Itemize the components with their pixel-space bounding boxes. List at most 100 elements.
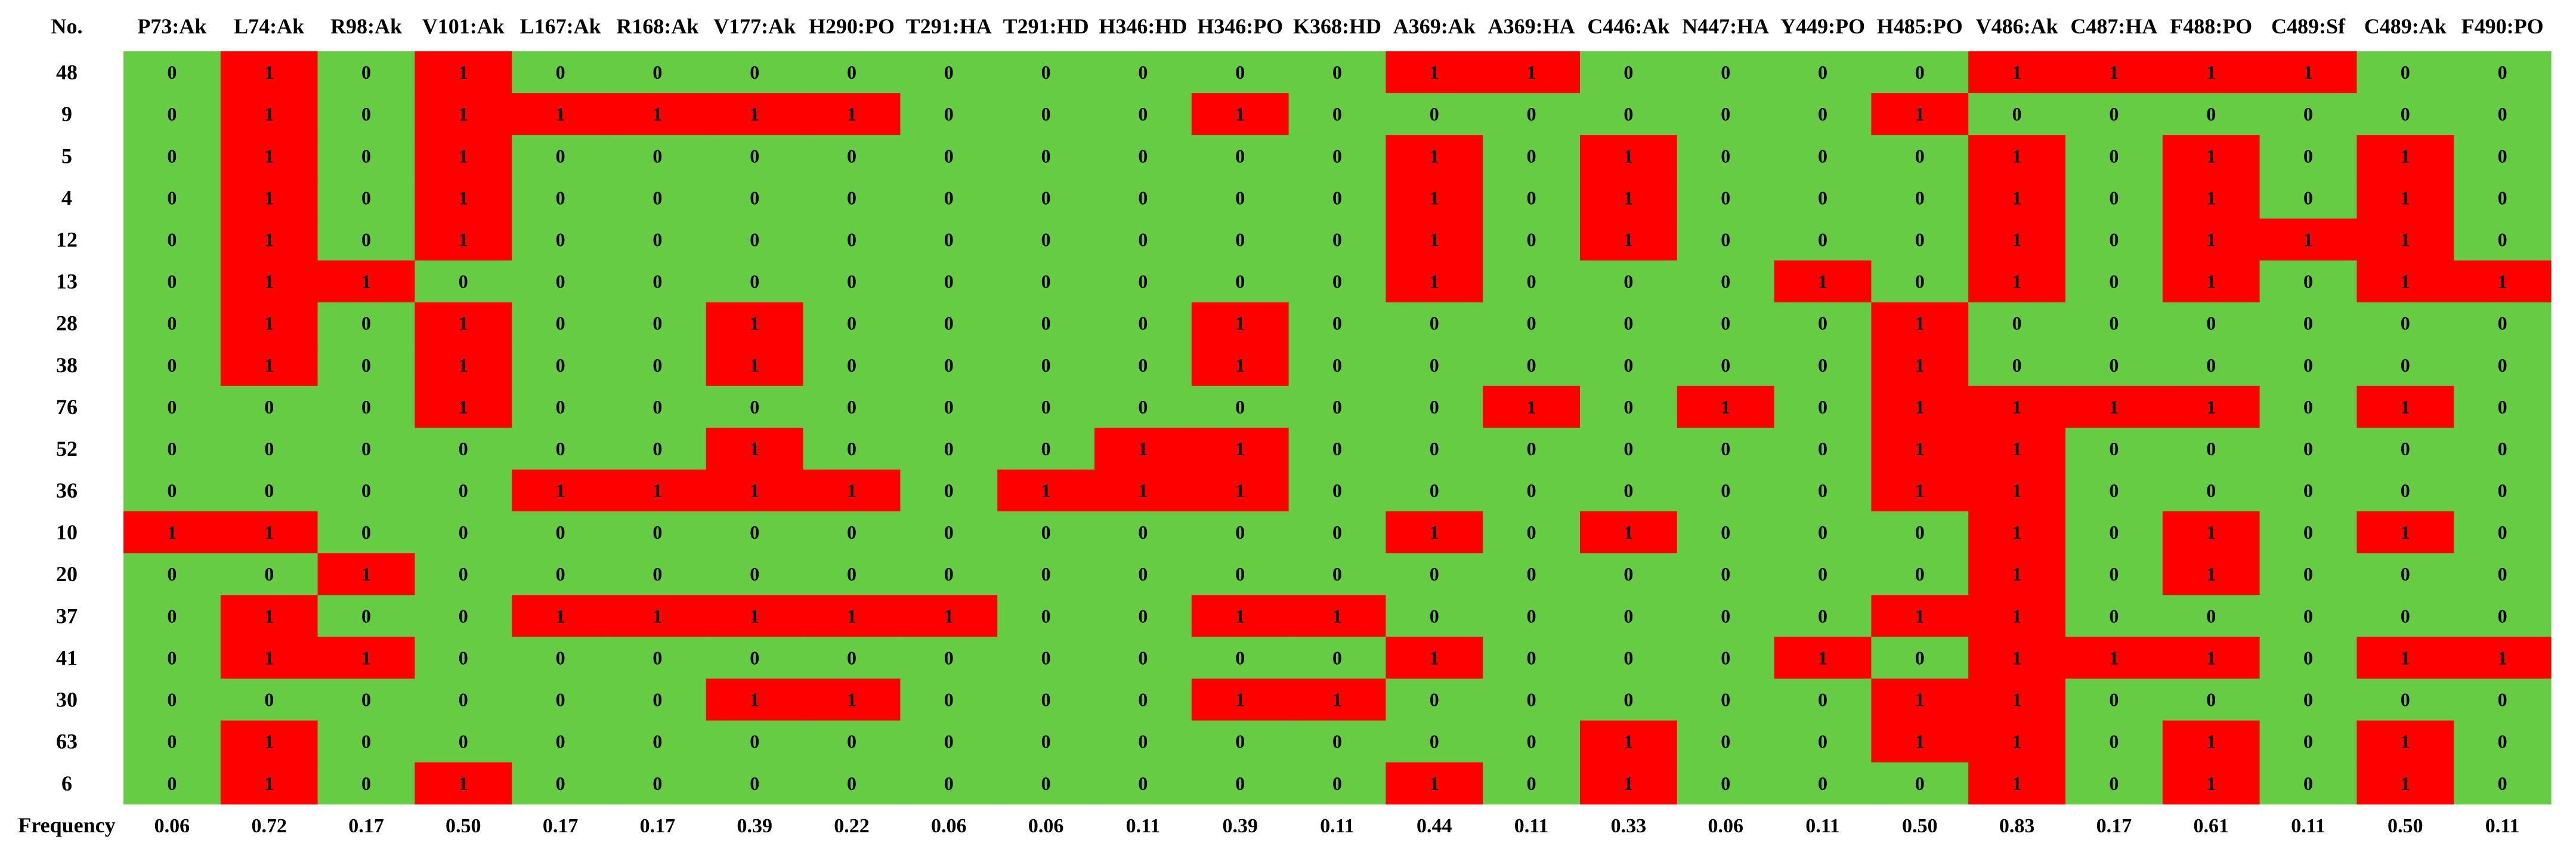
heatmap-cell [1288, 427, 1386, 470]
cell-value: 1 [1915, 103, 1925, 125]
cell-value: 0 [1818, 103, 1827, 125]
cell-value: 0 [2109, 773, 2119, 794]
frequency-value: 0.11 [1805, 815, 1840, 837]
heatmap-cell [2162, 51, 2260, 94]
cell-value: 0 [167, 313, 177, 334]
cell-value: 0 [167, 229, 177, 250]
cell-value: 0 [1041, 145, 1051, 166]
heatmap-cell [2162, 302, 2260, 345]
heatmap-cell [123, 385, 221, 428]
heatmap-cell [1677, 260, 1775, 303]
cell-value: 1 [2012, 521, 2022, 543]
heatmap-cell [1580, 344, 1678, 387]
heatmap-cell [1580, 385, 1678, 428]
heatmap-cell [512, 260, 610, 303]
cell-value: 0 [1332, 61, 1342, 83]
heatmap-cell [2454, 302, 2552, 345]
column-header: V177:Ak [713, 14, 796, 38]
cell-value: 0 [361, 438, 371, 459]
column-header: Y449:PO [1780, 14, 1865, 38]
cell-value: 1 [459, 313, 468, 334]
heatmap-cell [2162, 93, 2260, 135]
cell-value: 1 [2109, 396, 2119, 418]
cell-value: 1 [2206, 563, 2216, 585]
cell-value: 0 [2109, 731, 2119, 752]
cell-value: 0 [847, 438, 856, 459]
heatmap-cell [1386, 720, 1483, 763]
cell-value: 1 [2206, 229, 2216, 250]
heatmap-cell [1288, 51, 1386, 94]
cell-value: 0 [1235, 271, 1245, 292]
cell-value: 0 [1430, 103, 1439, 125]
cell-value: 0 [1818, 145, 1827, 166]
heatmap-cell [1871, 344, 1969, 387]
cell-value: 1 [1623, 187, 1633, 208]
cell-value: 0 [1332, 773, 1342, 794]
heatmap-cell [2357, 218, 2454, 261]
frequency-value: 0.17 [640, 815, 676, 837]
heatmap-cell [2454, 93, 2552, 135]
cell-value: 0 [556, 354, 565, 376]
cell-value: 0 [944, 61, 954, 83]
heatmap-cell [1871, 51, 1969, 94]
heatmap-cell [706, 720, 804, 763]
cell-value: 0 [1138, 229, 1148, 250]
heatmap-cell [415, 260, 512, 303]
heatmap-cell [1677, 553, 1775, 595]
heatmap-cell [1677, 344, 1775, 387]
heatmap-cell [2065, 260, 2163, 303]
heatmap-cell [1968, 260, 2066, 303]
heatmap-cell [1483, 93, 1581, 135]
heatmap-cell [2065, 93, 2163, 135]
heatmap-cell [1677, 678, 1775, 721]
heatmap-cell [2162, 385, 2260, 428]
heatmap-cell [512, 427, 610, 470]
heatmap-cell [1580, 135, 1678, 177]
heatmap-cell [1288, 678, 1386, 721]
heatmap-cell [317, 720, 415, 763]
heatmap-cell [2259, 511, 2357, 554]
cell-value: 0 [2206, 605, 2216, 626]
heatmap-cell [2162, 678, 2260, 721]
heatmap-cell [2357, 177, 2454, 219]
cell-value: 0 [944, 271, 954, 292]
cell-value: 1 [264, 61, 274, 83]
heatmap-cell [317, 218, 415, 261]
cell-value: 1 [1430, 61, 1439, 83]
cell-value: 1 [652, 605, 662, 626]
cell-value: 0 [750, 145, 759, 166]
heatmap-cell [609, 553, 707, 595]
cell-value: 1 [459, 187, 468, 208]
cell-value: 0 [652, 187, 662, 208]
cell-value: 0 [1721, 521, 1730, 543]
heatmap-cell [123, 260, 221, 303]
cell-value: 0 [1430, 480, 1439, 501]
cell-value: 1 [1235, 689, 1245, 711]
frequency-value: 0.44 [1417, 815, 1452, 837]
heatmap-cell [2162, 637, 2260, 680]
cell-value: 1 [2401, 145, 2410, 166]
frequency-label: Frequency [18, 813, 115, 837]
cell-value: 0 [2206, 438, 2216, 459]
heatmap-cell [900, 260, 998, 303]
heatmap-cell [2065, 427, 2163, 470]
heatmap-cell [2454, 427, 2552, 470]
heatmap-cell [2357, 93, 2454, 135]
heatmap-cell [2454, 637, 2552, 680]
cell-value: 1 [1527, 61, 1536, 83]
cell-value: 0 [361, 396, 371, 418]
cell-value: 0 [2303, 313, 2313, 334]
heatmap-cell [1094, 553, 1192, 595]
cell-value: 0 [1138, 605, 1148, 626]
cell-value: 1 [1915, 354, 1925, 376]
heatmap-cell [2357, 678, 2454, 721]
heatmap-cell [2065, 135, 2163, 177]
cell-value: 1 [2012, 229, 2022, 250]
heatmap-cell [1483, 762, 1581, 805]
cell-value: 0 [556, 521, 565, 543]
cell-value: 0 [556, 145, 565, 166]
cell-value: 0 [1041, 521, 1051, 543]
heatmap-cell [1288, 135, 1386, 177]
heatmap-cell [1094, 678, 1192, 721]
heatmap-cell [1191, 385, 1289, 428]
